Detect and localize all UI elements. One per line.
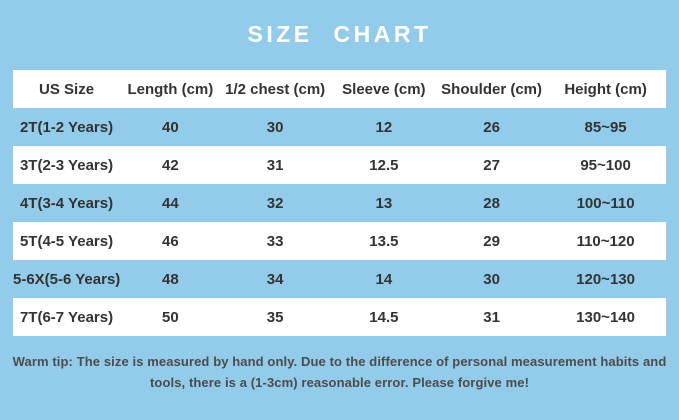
table-cell: 12.5 — [369, 156, 399, 174]
warm-tip-line-2: tools, there is a (1-3cm) reasonable err… — [149, 374, 530, 390]
table-row-2t: 2T(1-2 Years) 40 30 12 26 85~95 — [13, 108, 666, 146]
table-cell: 4T(3-4 Years) — [19, 194, 114, 212]
table-cell: 46 — [162, 232, 179, 250]
column-header-half-chest: 1/2 chest (cm) — [225, 80, 326, 98]
table-cell: 27 — [483, 156, 500, 174]
table-cell: 12 — [375, 118, 393, 136]
table-cell: 95~100 — [580, 156, 631, 174]
table-cell: 14 — [375, 270, 393, 288]
table-cell: 44 — [162, 194, 179, 212]
table-cell: 2T(1-2 Years) — [19, 118, 114, 136]
page-title: SIZE CHART — [247, 21, 432, 47]
table-cell: 120~130 — [576, 270, 635, 288]
warm-tip-line-1: Warm tip: The size is measured by hand o… — [12, 354, 667, 369]
table-cell: 28 — [483, 194, 500, 212]
table-cell: 33 — [266, 232, 284, 250]
table-cell: 26 — [483, 118, 500, 136]
table-cell: 3T(2-3 Years) — [19, 156, 114, 174]
table-cell: 40 — [162, 118, 179, 136]
table-cell: 30 — [266, 118, 284, 136]
table-cell: 50 — [162, 308, 179, 326]
table-cell: 35 — [266, 308, 284, 326]
warm-tip: Warm tip: The size is measured by hand o… — [0, 352, 679, 394]
table-cell: 14.5 — [369, 308, 399, 326]
table-row-5t: 5T(4-5 Years) 46 33 13.5 29 110~120 — [13, 222, 666, 260]
column-header-us-size: US Size — [39, 80, 95, 98]
table-cell: 13 — [375, 194, 393, 212]
table-cell: 31 — [483, 308, 500, 326]
column-header-height: Height (cm) — [564, 80, 647, 98]
table-row-3t: 3T(2-3 Years) 42 31 12.5 27 95~100 — [13, 146, 666, 184]
table-cell: 5T(4-5 Years) — [19, 232, 114, 250]
table-cell: 32 — [266, 194, 284, 212]
column-header-sleeve: Sleeve (cm) — [342, 80, 426, 98]
table-row-7t: 7T(6-7 Years) 50 35 14.5 31 130~140 — [13, 298, 666, 336]
table-cell: 85~95 — [584, 118, 627, 136]
header-row: US Size Length (cm) 1/2 chest (cm) Sleev… — [13, 70, 666, 108]
table-cell: 30 — [483, 270, 500, 288]
table-cell: 42 — [162, 156, 179, 174]
table-cell: 100~110 — [576, 194, 635, 212]
table-cell: 31 — [266, 156, 284, 174]
table-cell: 5-6X(5-6 Years) — [13, 270, 121, 288]
table-row-4t: 4T(3-4 Years) 44 32 13 28 100~110 — [13, 184, 666, 222]
size-chart-table: US Size Length (cm) 1/2 chest (cm) Sleev… — [13, 70, 666, 336]
table-cell: 130~140 — [576, 308, 635, 326]
table-cell: 13.5 — [369, 232, 399, 250]
column-header-length: Length (cm) — [127, 80, 214, 98]
column-header-shoulder: Shoulder (cm) — [441, 80, 543, 98]
table-cell: 29 — [483, 232, 500, 250]
table-cell: 110~120 — [576, 232, 635, 250]
table-cell: 48 — [162, 270, 179, 288]
table-cell: 34 — [266, 270, 284, 288]
table-row-5-6x: 5-6X(5-6 Years) 48 34 14 30 120~130 — [13, 260, 666, 298]
table-cell: 7T(6-7 Years) — [19, 308, 114, 326]
